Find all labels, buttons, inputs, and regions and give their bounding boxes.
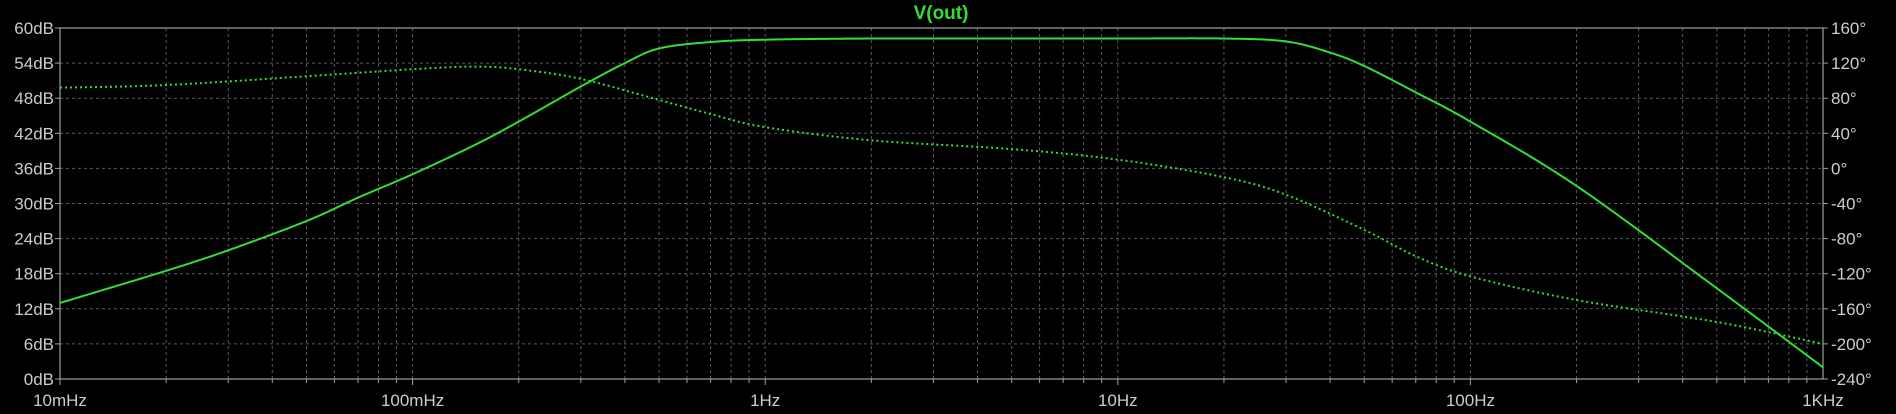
right-tick-label: 120° [1831,54,1866,73]
right-tick-label: 0° [1831,159,1847,178]
left-tick-label: 36dB [14,159,54,178]
left-tick-label: 6dB [24,335,54,354]
right-tick-label: -240° [1831,370,1872,389]
left-tick-label: 18dB [14,265,54,284]
x-tick-label: 100mHz [381,391,444,410]
right-tick-label: 80° [1831,89,1857,108]
right-tick-label: -160° [1831,300,1872,319]
right-tick-label: -120° [1831,265,1872,284]
x-tick-label: 10mHz [33,391,87,410]
magnitude-trace [59,37,1824,369]
x-tick-label: 10Hz [1098,391,1138,410]
right-tick-label: 160° [1831,19,1866,38]
x-tick-label: 100Hz [1446,391,1495,410]
right-tick-label: -80° [1831,230,1862,249]
left-tick-label: 60dB [14,19,54,38]
left-tick-label: 30dB [14,195,54,214]
left-tick-label: 42dB [14,124,54,143]
right-tick-label: 40° [1831,124,1857,143]
x-tick-label: 1Hz [750,391,780,410]
left-tick-label: 24dB [14,230,54,249]
left-axis: 0dB 6dB 12dB 18dB 24dB 30dB 36dB 42dB 48dB 54dB 60… [14,19,60,389]
left-tick-label: 54dB [14,54,54,73]
x-axis: 10mHz 100mHz 1Hz 10Hz 100Hz 1KHz [33,379,1844,410]
left-tick-label: 12dB [14,300,54,319]
right-axis: -240° -200° -160° -120° -80° -40° 0° 40° 80° 120°… [1823,19,1872,389]
left-tick-label: 0dB [24,370,54,389]
grid [60,28,1823,379]
chart-title: V(out) [914,3,969,24]
right-tick-label: -40° [1831,195,1862,214]
traces [59,37,1824,369]
x-tick-label: 1KHz [1802,391,1844,410]
left-tick-label: 48dB [14,89,54,108]
right-tick-label: -200° [1831,335,1872,354]
